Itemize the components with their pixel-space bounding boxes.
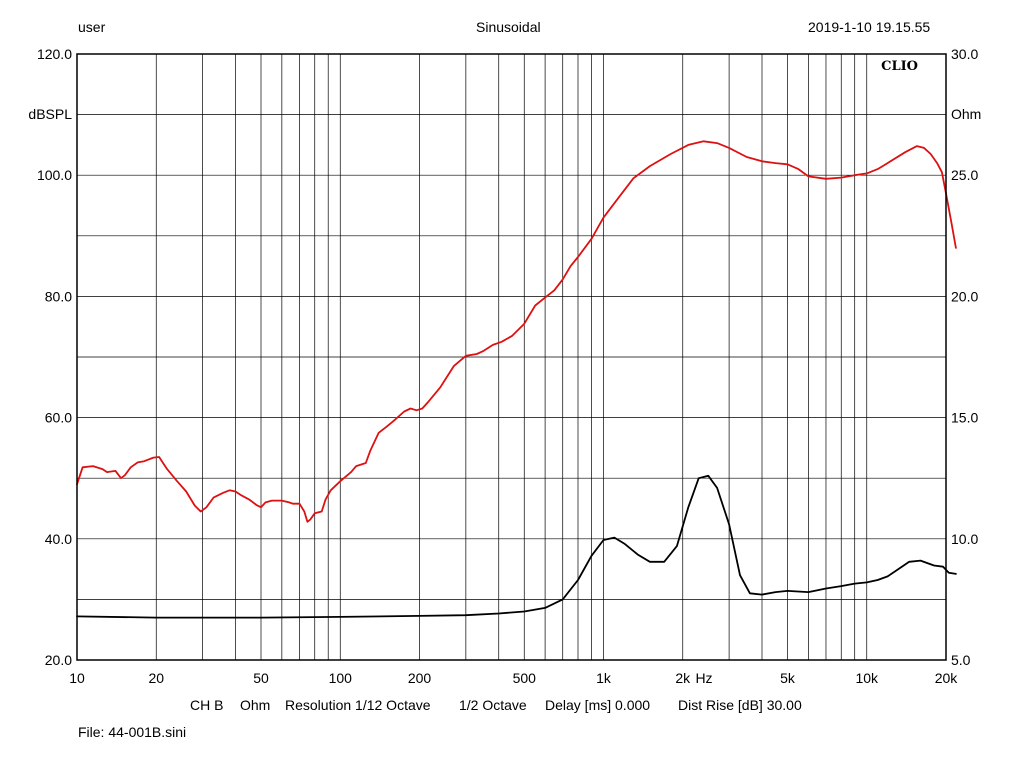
- y-tick-label-left: 20.0: [45, 652, 72, 668]
- y-tick-label-left: 40.0: [45, 531, 72, 547]
- impedance-curve: [76, 474, 957, 619]
- footer-resolution: Resolution 1/12 Octave: [285, 697, 431, 713]
- y-tick-label-left: 100.0: [37, 167, 72, 183]
- x-tick-label: 10k: [855, 670, 879, 686]
- footer-file: File: 44-001B.sini: [78, 724, 187, 740]
- x-tick-label: 500: [513, 670, 537, 686]
- axis-labels: 10 20 50 100 200 500 1k 2k 5k 10k 20k Hz 120.0 100.0 8…: [28, 46, 981, 686]
- x-tick-label: 50: [253, 670, 269, 686]
- spl-curve: [76, 140, 957, 523]
- plot-grid: [77, 54, 946, 660]
- footer-channel: CH B: [190, 697, 224, 713]
- x-tick-label: 100: [329, 670, 353, 686]
- y-tick-label-right: 30.0: [951, 46, 978, 62]
- y-tick-label-right: 25.0: [951, 167, 978, 183]
- x-tick-label: 200: [408, 670, 432, 686]
- footer-delay: Delay [ms] 0.000: [545, 697, 651, 713]
- left-unit-label: dBSPL: [28, 106, 72, 122]
- plot-frame: [76, 53, 947, 661]
- y-tick-label-right: 10.0: [951, 531, 978, 547]
- y-tick-label-right: 5.0: [951, 652, 971, 668]
- y-tick-label-right: 15.0: [951, 410, 978, 426]
- x-tick-label: 5k: [780, 670, 796, 686]
- right-unit-label: Ohm: [951, 106, 981, 122]
- header-datetime: 2019-1-10 19.15.55: [808, 19, 931, 35]
- x-tick-label: 20: [148, 670, 164, 686]
- footer-unit: Ohm: [240, 697, 271, 713]
- x-tick-label: 2k: [675, 670, 691, 686]
- brand-label: CLIO: [881, 59, 918, 74]
- x-tick-label: 1k: [596, 670, 612, 686]
- x-tick-label: 20k: [935, 670, 959, 686]
- x-unit-label: Hz: [695, 670, 712, 686]
- y-tick-label-left: 80.0: [45, 288, 72, 304]
- header-user: user: [78, 19, 106, 35]
- y-tick-label-left: 120.0: [37, 46, 72, 62]
- y-tick-label-right: 20.0: [951, 288, 978, 304]
- footer-dist-rise: Dist Rise [dB] 30.00: [678, 697, 802, 713]
- x-tick-label: 10: [69, 670, 85, 686]
- y-tick-label-left: 60.0: [45, 410, 72, 426]
- footer-smoothing: 1/2 Octave: [459, 697, 527, 713]
- plot-curves: [76, 140, 957, 619]
- header-mode: Sinusoidal: [476, 19, 541, 35]
